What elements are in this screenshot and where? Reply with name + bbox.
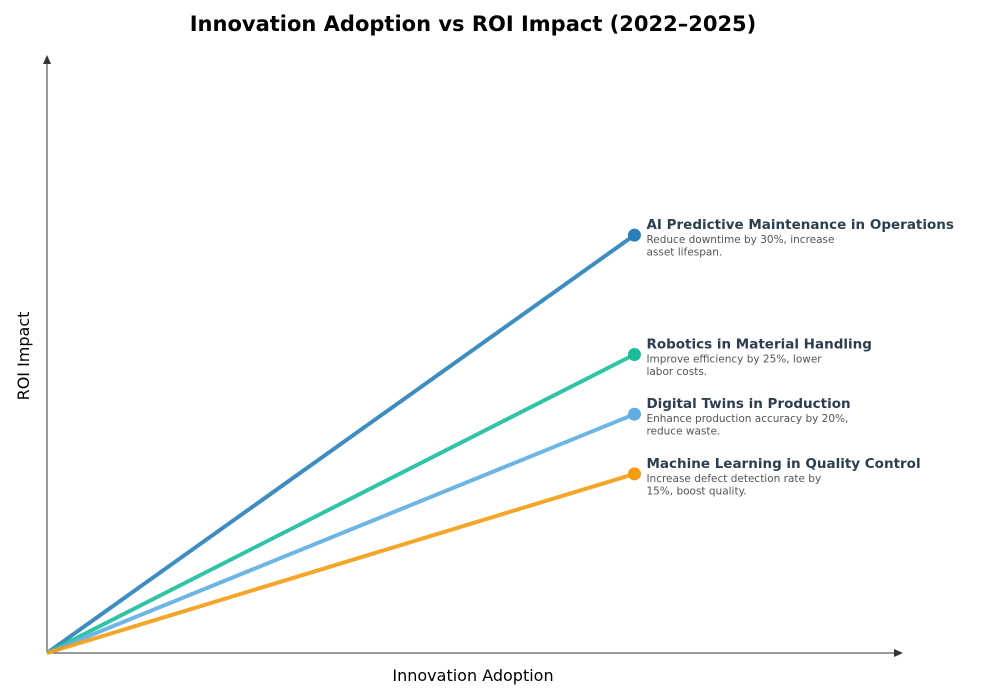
series-description: labor costs. xyxy=(646,366,707,378)
series-endpoint xyxy=(627,407,641,421)
series-description: asset lifespan. xyxy=(646,247,722,259)
series-endpoint xyxy=(627,467,641,481)
x-axis-label: Innovation Adoption xyxy=(392,666,553,685)
series-line xyxy=(46,471,636,655)
series-description: reduce waste. xyxy=(646,426,720,438)
series-label: Robotics in Material Handling xyxy=(646,337,871,353)
series-label: Machine Learning in Quality Control xyxy=(646,456,920,472)
series-label: Digital Twins in Production xyxy=(646,396,850,412)
series-line xyxy=(46,352,636,655)
series-0: AI Predictive Maintenance in OperationsR… xyxy=(45,217,954,655)
y-axis-label: ROI Impact xyxy=(14,312,33,401)
series-description: Increase defect detection rate by xyxy=(646,473,821,485)
series-line xyxy=(45,233,636,655)
y-axis xyxy=(43,55,51,653)
series-endpoint xyxy=(627,228,641,242)
series-description: Enhance production accuracy by 20%, xyxy=(646,413,848,425)
series-description: 15%, boost quality. xyxy=(646,485,746,497)
chart-title: Innovation Adoption vs ROI Impact (2022–… xyxy=(190,12,757,36)
series-line xyxy=(46,412,636,655)
y-axis-arrow-icon xyxy=(43,55,51,64)
x-axis xyxy=(47,649,903,657)
series-description: Improve efficiency by 25%, lower xyxy=(646,354,822,366)
x-axis-arrow-icon xyxy=(894,649,903,657)
series-description: Reduce downtime by 30%, increase xyxy=(646,234,834,246)
series-label: AI Predictive Maintenance in Operations xyxy=(646,217,954,233)
series-3: Machine Learning in Quality ControlIncre… xyxy=(46,456,921,655)
series-endpoint xyxy=(627,348,641,361)
